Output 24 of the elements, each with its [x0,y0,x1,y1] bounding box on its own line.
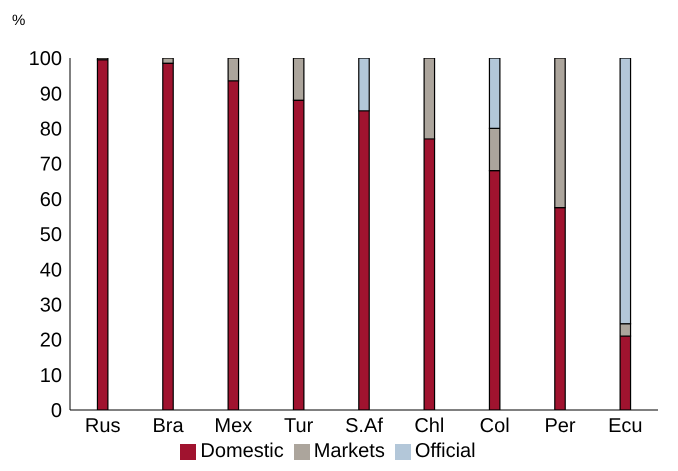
x-tick-label: Bra [152,415,184,438]
legend-label: Official [414,440,476,462]
x-tick-label: Rus [84,415,120,438]
y-tick-label: 40 [40,259,62,282]
x-tick-label: Col [480,415,510,438]
y-axis-title: % [12,12,26,29]
y-tick-label: 50 [40,224,62,246]
y-tick-label: 60 [40,188,62,211]
y-tick-label: 0 [50,400,62,422]
legend-label: Markets [314,440,385,462]
legend-label: Domestic [200,440,284,462]
x-tick-label: Ecu [608,415,643,438]
y-tick-label: 80 [40,118,62,140]
y-tick-label: 20 [40,330,62,352]
y-tick-label: 30 [40,294,62,316]
y-tick-label: 90 [40,83,62,106]
x-tick-label: S.Af [345,415,384,438]
x-tick-label: Tur [284,415,314,438]
y-tick-label: 70 [40,154,62,176]
x-tick-label: Per [544,415,576,438]
y-tick-label: 10 [40,364,62,387]
x-tick-label: Chl [414,415,444,438]
x-tick-label: Mex [214,415,252,438]
y-tick-label: 100 [28,48,62,70]
